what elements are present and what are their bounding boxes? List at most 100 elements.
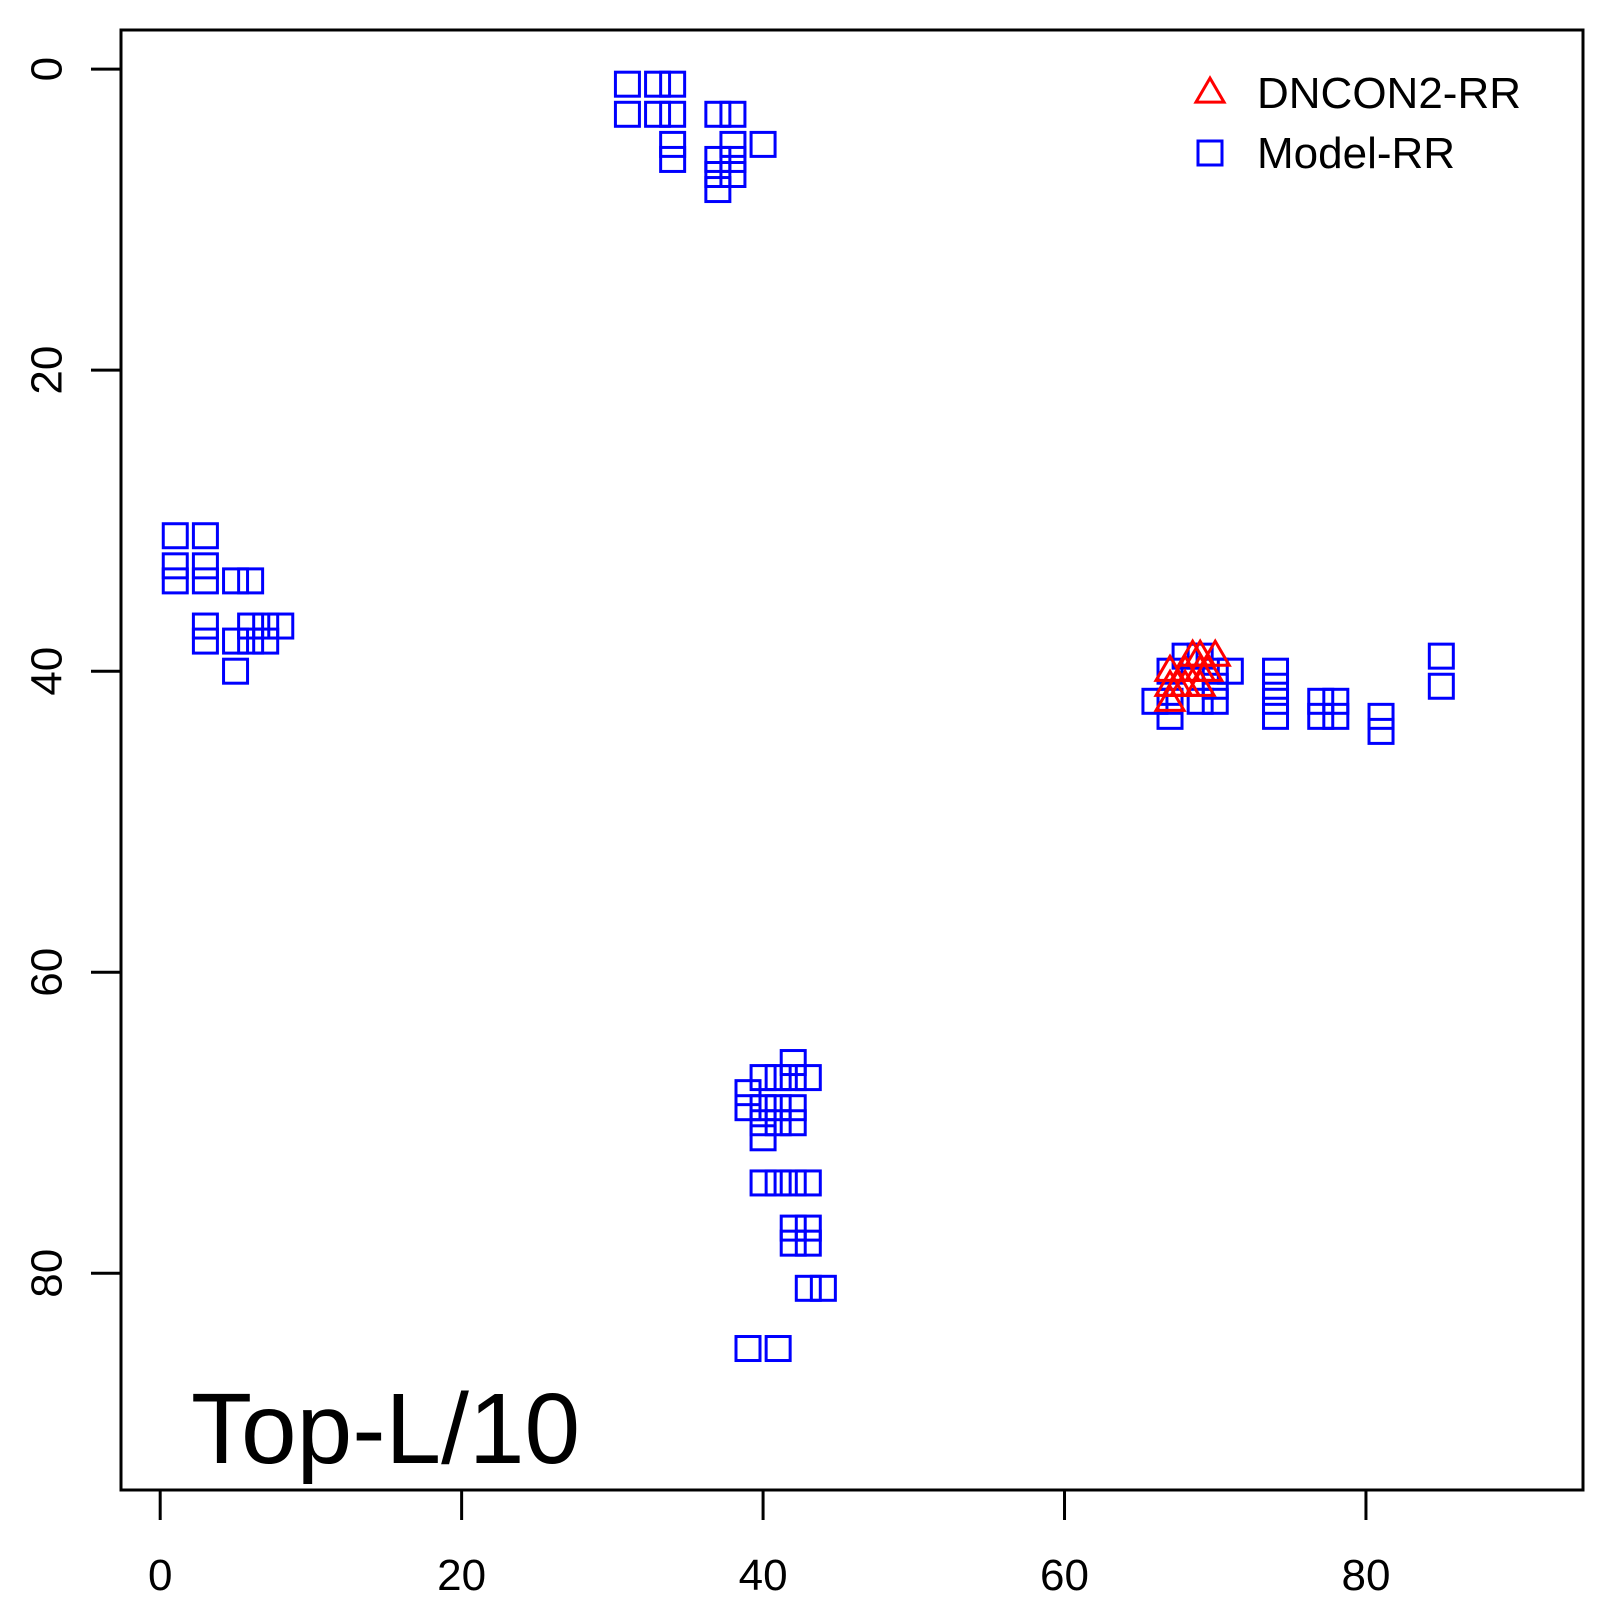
- model-rr-point: [191, 522, 219, 550]
- model-rr-point: [779, 1229, 807, 1257]
- model-rr-point: [237, 567, 265, 595]
- model-rr-point: [749, 1064, 777, 1092]
- model-rr-point: [704, 145, 732, 173]
- legend-label-dncon2-rr: DNCON2-RR: [1257, 69, 1521, 118]
- model-rr-point: [764, 1109, 792, 1137]
- y-tick-label: 0: [23, 57, 72, 81]
- model-rr-point: [222, 627, 250, 655]
- model-rr-point: [659, 145, 687, 173]
- model-rr-point: [267, 612, 295, 640]
- dncon2-rr-point: [1198, 638, 1232, 667]
- dncon2-rr-point: [1153, 683, 1187, 712]
- x-tick-label: 20: [437, 1551, 486, 1600]
- model-rr-point: [794, 1169, 822, 1197]
- dncon2-rr-point: [1183, 668, 1217, 697]
- model-rr-point: [749, 1094, 777, 1122]
- model-rr-point: [749, 130, 777, 158]
- model-rr-point: [719, 100, 747, 128]
- model-rr-point: [764, 1335, 792, 1363]
- model-rr-point: [764, 1094, 792, 1122]
- model-rr-point: [191, 627, 219, 655]
- model-rr-point: [237, 627, 265, 655]
- model-rr-point: [252, 612, 280, 640]
- model-rr-point: [779, 1214, 807, 1242]
- model-rr-point: [734, 1094, 762, 1122]
- model-rr-point: [613, 70, 641, 98]
- model-rr-point: [613, 100, 641, 128]
- legend-marker-triangle: [1193, 75, 1227, 104]
- model-rr-point: [779, 1064, 807, 1092]
- x-tick-label: 0: [148, 1551, 172, 1600]
- model-rr-point: [1307, 687, 1335, 715]
- model-rr-point: [749, 1124, 777, 1152]
- y-tick-label: 80: [23, 1249, 72, 1298]
- model-rr-point: [1171, 642, 1199, 670]
- model-rr-point: [161, 552, 189, 580]
- model-rr-point: [161, 567, 189, 595]
- model-rr-point: [704, 176, 732, 204]
- model-rr-point: [749, 1169, 777, 1197]
- x-tick-label: 60: [1040, 1551, 1089, 1600]
- x-tick-label: 40: [739, 1551, 788, 1600]
- chart-annotation: Top-L/10: [191, 1373, 580, 1485]
- model-rr-point: [719, 130, 747, 158]
- plot-frame: [119, 28, 1585, 1492]
- model-rr-point: [719, 160, 747, 188]
- model-rr-point: [1262, 702, 1290, 730]
- model-rr-point: [659, 70, 687, 98]
- legend-triangle-icon: [1193, 75, 1227, 104]
- legend-marker-square: [1196, 139, 1224, 167]
- legend-item-model-rr: Model-RR: [1196, 129, 1455, 178]
- legend: DNCON2-RR Model-RR: [1193, 69, 1521, 178]
- model-rr-point: [1367, 702, 1395, 730]
- model-rr-point: [1186, 687, 1214, 715]
- model-rr-point: [1262, 672, 1290, 700]
- model-rr-point: [161, 522, 189, 550]
- legend-label-model-rr: Model-RR: [1257, 129, 1455, 178]
- model-rr-point: [749, 1109, 777, 1137]
- model-rr-point: [764, 1064, 792, 1092]
- model-rr-series: [161, 70, 1455, 1363]
- model-rr-point: [1201, 672, 1229, 700]
- model-rr-point: [1427, 672, 1455, 700]
- model-rr-point: [779, 1169, 807, 1197]
- model-rr-point: [237, 612, 265, 640]
- model-rr-point: [191, 552, 219, 580]
- y-tick-label: 60: [23, 948, 72, 997]
- model-rr-point: [764, 1169, 792, 1197]
- model-rr-point: [1201, 657, 1229, 685]
- model-rr-point: [1322, 702, 1350, 730]
- dncon2-rr-point: [1191, 653, 1225, 682]
- legend-item-dncon2-rr: DNCON2-RR: [1193, 69, 1521, 118]
- model-rr-point: [1201, 687, 1229, 715]
- model-rr-point: [734, 1335, 762, 1363]
- model-rr-point: [1427, 642, 1455, 670]
- model-rr-point: [779, 1049, 807, 1077]
- model-rr-point: [704, 100, 732, 128]
- model-rr-point: [779, 1094, 807, 1122]
- model-rr-point: [1216, 657, 1244, 685]
- y-tick-label: 40: [23, 647, 72, 696]
- dncon2-rr-series: [1153, 638, 1232, 712]
- model-rr-point: [794, 1214, 822, 1242]
- model-rr-point: [1307, 702, 1335, 730]
- x-axis: 0 20 40 60 80: [148, 1488, 1390, 1600]
- model-rr-point: [719, 145, 747, 173]
- model-rr-point: [1141, 687, 1169, 715]
- model-rr-point: [222, 657, 250, 685]
- model-rr-point: [809, 1274, 837, 1302]
- model-rr-point: [659, 130, 687, 158]
- model-rr-point: [1156, 702, 1184, 730]
- model-rr-point: [191, 567, 219, 595]
- model-rr-point: [1262, 657, 1290, 685]
- model-rr-point: [252, 627, 280, 655]
- model-rr-point: [191, 612, 219, 640]
- model-rr-point: [222, 567, 250, 595]
- model-rr-point: [1322, 687, 1350, 715]
- model-rr-point: [1262, 687, 1290, 715]
- model-rr-point: [794, 1229, 822, 1257]
- model-rr-point: [1367, 717, 1395, 745]
- model-rr-point: [644, 70, 672, 98]
- model-rr-point: [794, 1274, 822, 1302]
